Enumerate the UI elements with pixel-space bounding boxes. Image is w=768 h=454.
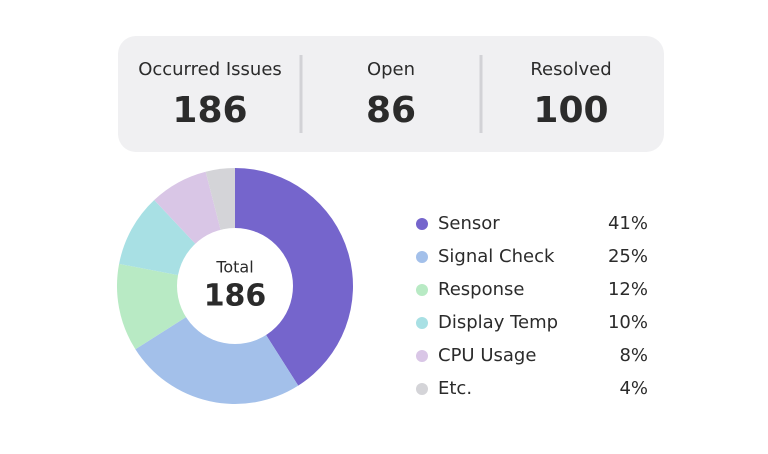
stats: Occurred Issues 186 Open 86 Resolved 100	[138, 59, 611, 131]
stat-label: Resolved	[530, 59, 611, 80]
legend-label: Sensor	[438, 213, 500, 234]
pie-slice	[135, 286, 299, 405]
legend-value: 4%	[619, 378, 648, 399]
legend: Sensor 41% Signal Check 25% Response 12% Displ…	[416, 213, 648, 399]
legend-dot	[416, 284, 428, 296]
stat-value: 186	[172, 90, 247, 131]
legend-dot	[416, 251, 428, 263]
legend-dot	[416, 317, 428, 329]
legend-dot	[416, 383, 428, 395]
legend-label: Signal Check	[438, 246, 555, 267]
legend-label: Response	[438, 279, 524, 300]
legend-value: 10%	[608, 312, 648, 333]
stat-label: Open	[367, 59, 415, 80]
legend-label: CPU Usage	[438, 345, 536, 366]
stat-value: 86	[366, 90, 416, 131]
legend-value: 41%	[608, 213, 648, 234]
stat-value: 100	[533, 90, 608, 131]
legend-value: 12%	[608, 279, 648, 300]
legend-dot	[416, 218, 428, 230]
stats-card	[118, 36, 664, 152]
center-label: Total	[215, 258, 253, 277]
center-value: 186	[204, 279, 267, 314]
legend-dot	[416, 350, 428, 362]
legend-value: 8%	[619, 345, 648, 366]
legend-label: Display Temp	[438, 312, 558, 333]
stat-label: Occurred Issues	[138, 59, 282, 80]
legend-label: Etc.	[438, 378, 472, 399]
legend-value: 25%	[608, 246, 648, 267]
donut-hole	[177, 228, 293, 344]
